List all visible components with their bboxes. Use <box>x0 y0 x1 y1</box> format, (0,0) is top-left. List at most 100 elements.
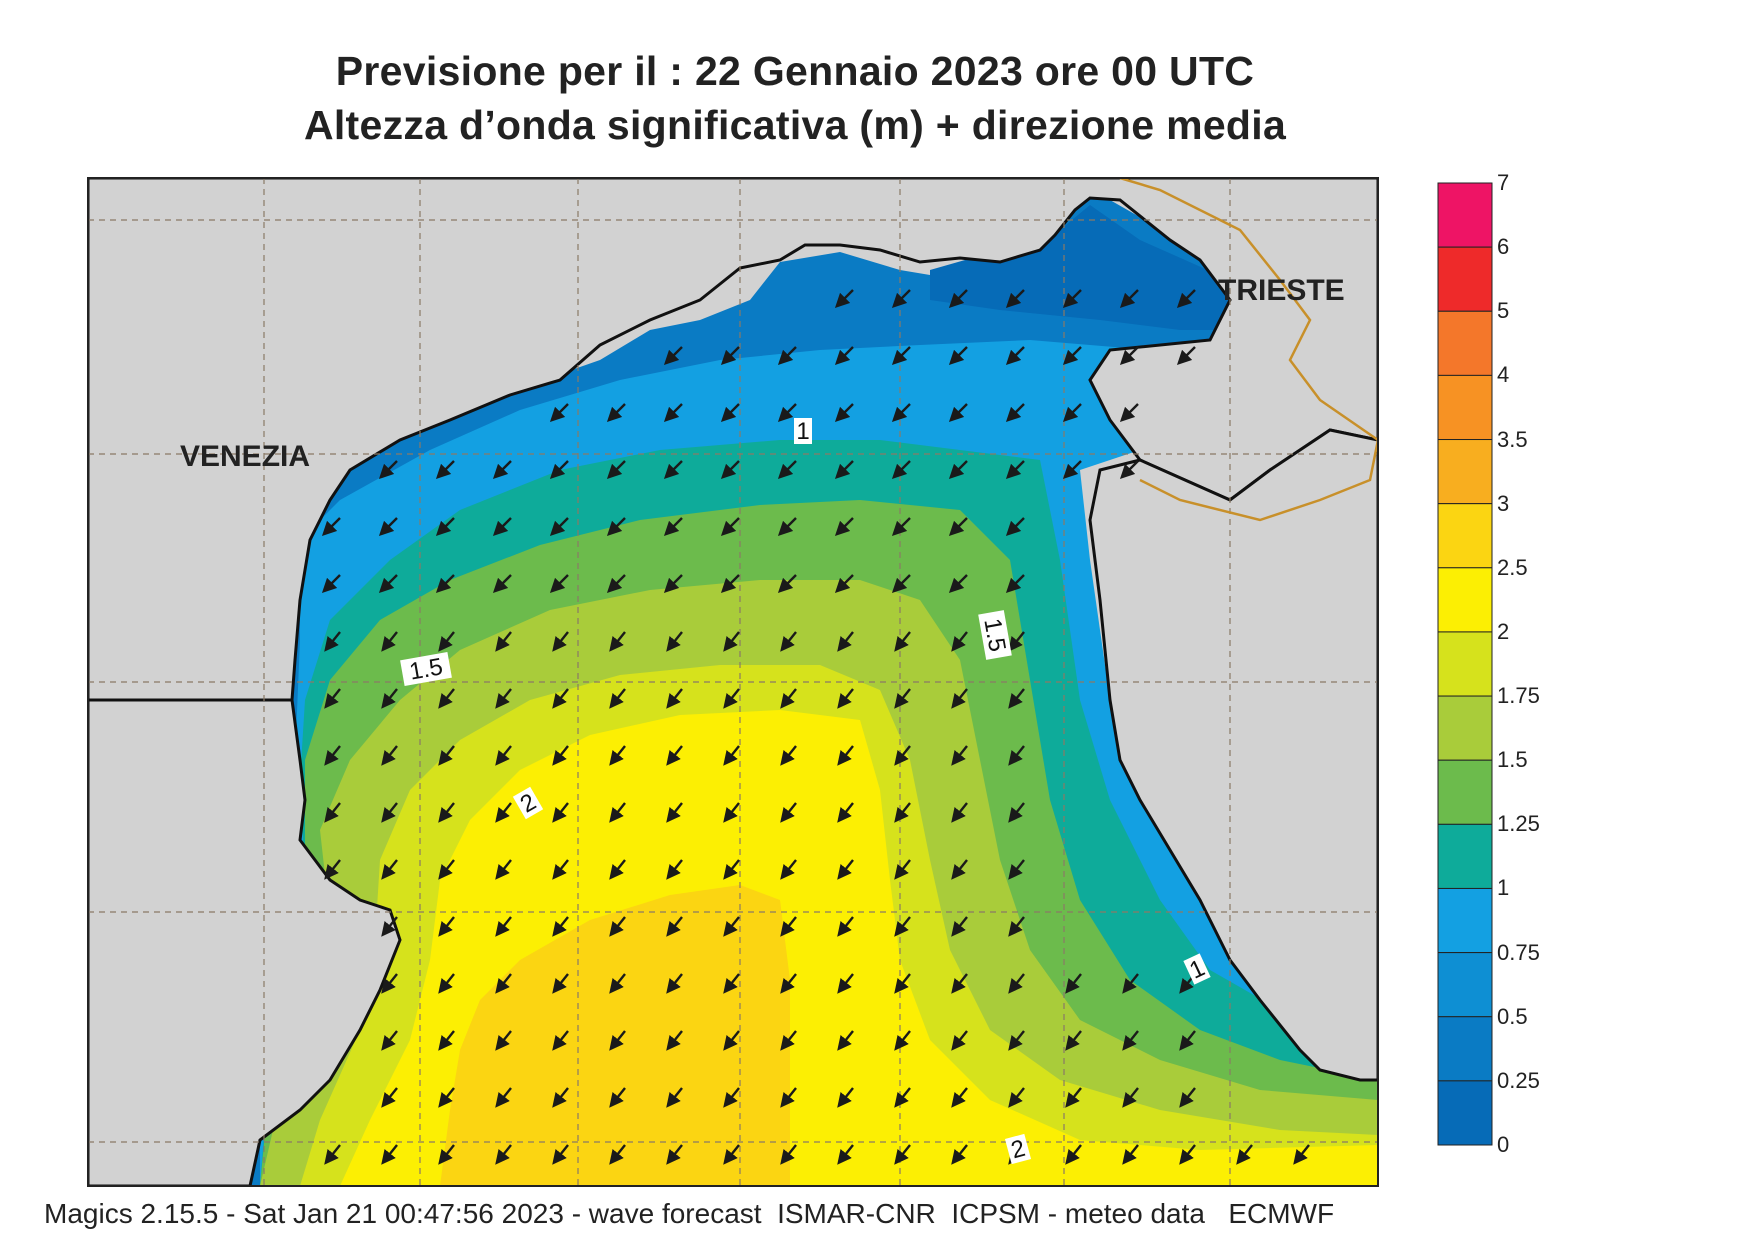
wave-direction-arrow <box>723 1087 740 1108</box>
wave-direction-arrow <box>837 745 854 766</box>
contour-label: 1 <box>796 418 809 445</box>
legend-swatch <box>1437 182 1493 248</box>
legend-swatch <box>1437 503 1493 569</box>
wave-direction-arrow <box>891 403 911 423</box>
wave-direction-arrow <box>1062 346 1082 366</box>
wave-direction-arrow <box>606 517 626 537</box>
legend-tick-label: 3.5 <box>1497 426 1528 452</box>
wave-direction-arrow <box>723 916 740 937</box>
wave-direction-arrow <box>381 1030 398 1051</box>
wave-direction-arrow <box>834 289 854 309</box>
map-frame <box>87 177 1379 1187</box>
legend-swatch <box>1437 952 1493 1018</box>
wave-direction-arrow <box>780 973 797 994</box>
wave-direction-arrow <box>321 517 341 537</box>
wave-direction-arrow <box>609 802 626 823</box>
wave-direction-arrow <box>1008 631 1025 652</box>
legend-tick-label: 7 <box>1497 170 1510 195</box>
wave-direction-arrow <box>894 745 911 766</box>
wave-direction-arrow <box>951 1030 968 1051</box>
legend-swatch <box>1437 887 1493 954</box>
wave-direction-arrow <box>435 517 455 537</box>
legend-tick-label: 6 <box>1497 234 1510 260</box>
wave-direction-arrow <box>951 802 968 823</box>
wave-direction-arrow <box>894 1144 911 1165</box>
map-subtitle: Altezza d’onda significativa (m) + direz… <box>303 102 1287 148</box>
wave-direction-arrow <box>951 1087 968 1108</box>
wave-direction-arrow <box>1122 1030 1139 1051</box>
wave-direction-arrow <box>780 1030 797 1051</box>
wave-direction-arrow <box>777 517 797 537</box>
wave-direction-arrow <box>837 802 854 823</box>
legend-swatch <box>1437 439 1493 505</box>
wave-direction-arrow <box>552 631 569 652</box>
wave-direction-arrow <box>438 745 455 766</box>
wave-direction-arrow <box>834 517 854 537</box>
national-border <box>1119 178 1378 522</box>
wave-direction-arrow <box>894 688 911 709</box>
legend-tick-label: 2 <box>1497 618 1510 644</box>
wave-direction-arrow <box>381 859 398 880</box>
wave-direction-arrow <box>948 517 968 537</box>
wave-direction-arrow <box>438 1087 455 1108</box>
wave-direction-arrow <box>378 574 398 594</box>
wave-direction-arrow <box>495 1087 512 1108</box>
legend-swatch <box>1437 631 1493 697</box>
wave-direction-arrow <box>663 403 683 423</box>
wave-direction-arrow <box>1005 460 1025 480</box>
contour-labels: 1 1.5 2 1.5 1 2 <box>400 418 1211 1164</box>
wave-direction-arrow <box>666 859 683 880</box>
legend-swatch <box>1437 310 1493 376</box>
wave-direction-arrow <box>609 1087 626 1108</box>
wave-direction-arrow <box>837 916 854 937</box>
wave-direction-arrow <box>495 973 512 994</box>
legend-tick-label: 4 <box>1497 362 1510 388</box>
wave-direction-arrow <box>552 1144 569 1165</box>
wave-direction-arrow <box>891 517 911 537</box>
wave-direction-arrow <box>1005 346 1025 366</box>
wave-direction-arrow <box>1008 745 1025 766</box>
wave-direction-arrow <box>1008 973 1025 994</box>
wave-direction-arrow <box>666 688 683 709</box>
wave-direction-arrow <box>324 859 341 880</box>
wave-direction-arrow <box>1005 517 1025 537</box>
wave-direction-arrow <box>777 403 797 423</box>
legend-swatch <box>1437 1080 1493 1146</box>
wave-direction-arrow <box>951 973 968 994</box>
coast-east-istria <box>1088 428 1378 1082</box>
wave-direction-arrow <box>1122 973 1139 994</box>
wave-direction-arrow <box>495 745 512 766</box>
wave-direction-arrow <box>492 517 512 537</box>
wave-direction-arrow <box>723 973 740 994</box>
legend-swatch <box>1437 759 1493 825</box>
wave-direction-arrow <box>663 517 683 537</box>
wave-direction-arrow <box>606 574 626 594</box>
wave-direction-arrow <box>837 973 854 994</box>
wave-direction-arrow <box>951 916 968 937</box>
wave-direction-arrow <box>948 289 968 309</box>
graticule <box>88 178 1378 1186</box>
wave-direction-arrow <box>1008 1087 1025 1108</box>
wave-direction-arrow <box>948 403 968 423</box>
wave-direction-arrow <box>951 1144 968 1165</box>
wave-direction-arrow <box>894 916 911 937</box>
wave-direction-arrow <box>1179 1087 1196 1108</box>
wave-direction-arrow <box>324 631 341 652</box>
wave-direction-arrow <box>1008 1030 1025 1051</box>
wave-direction-arrow <box>549 574 569 594</box>
wave-direction-arrow <box>381 973 398 994</box>
wave-direction-arrow <box>1176 289 1196 309</box>
legend-tick-label: 0.75 <box>1497 939 1540 965</box>
wave-direction-arrow <box>1065 973 1082 994</box>
wave-direction-arrow <box>891 289 911 309</box>
wave-direction-arrow <box>1119 460 1139 480</box>
legend-tick-label: 1.25 <box>1497 811 1540 837</box>
wave-direction-arrow <box>1065 1087 1082 1108</box>
wave-direction-arrows <box>321 289 1310 1165</box>
wave-direction-arrow <box>1005 574 1025 594</box>
legend-tick-label: 3 <box>1497 490 1510 516</box>
wave-direction-arrow <box>435 574 455 594</box>
wave-direction-arrow <box>777 574 797 594</box>
wave-direction-arrow <box>834 460 854 480</box>
